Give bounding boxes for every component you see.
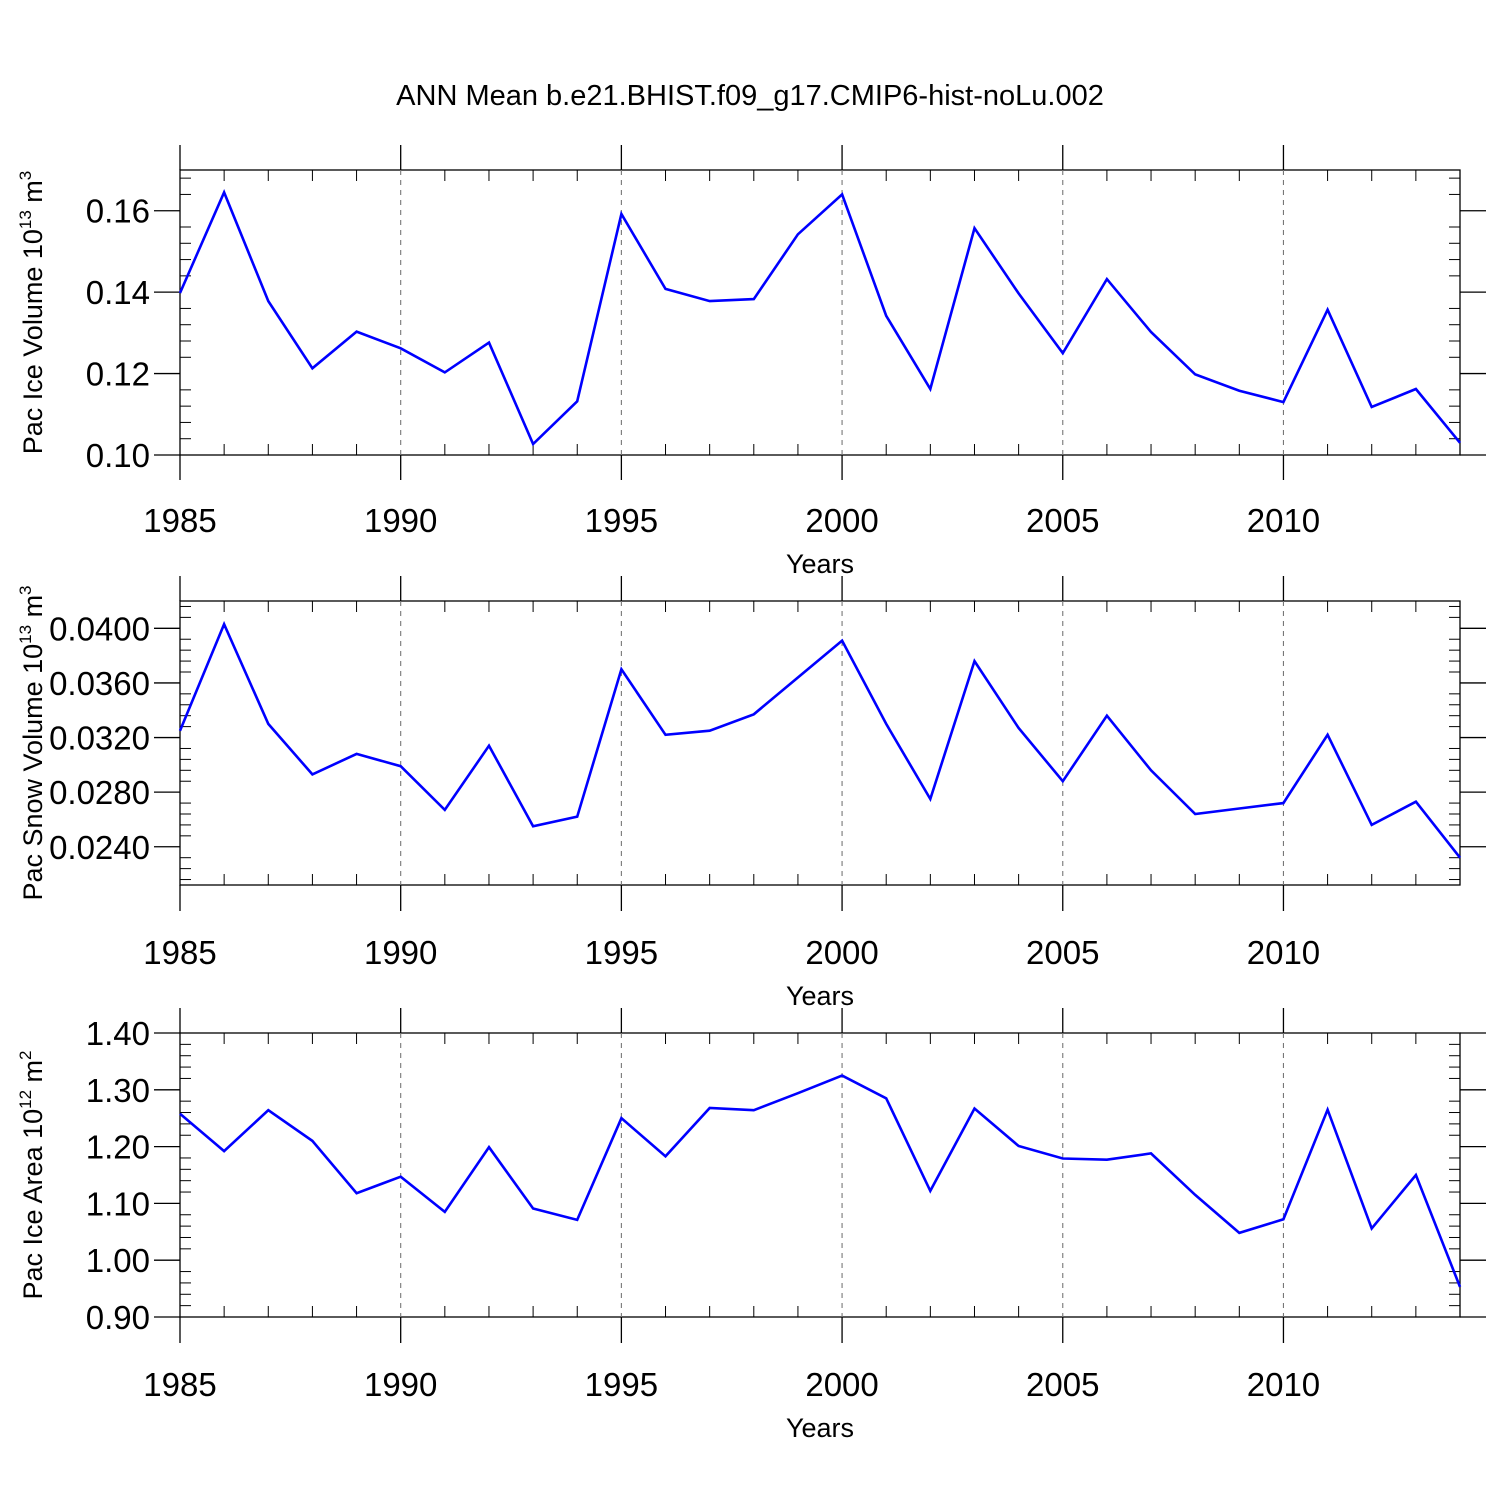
x-tick-label: 1990 — [364, 1366, 437, 1403]
y-axis-title-main: Pac Snow Volume 10 — [18, 644, 48, 901]
x-tick-label: 2000 — [805, 934, 878, 971]
y-axis-title-exponent: 13 — [16, 625, 35, 644]
y-axis-title-exponent: 12 — [16, 1090, 35, 1109]
y-axis-title-unit: m — [18, 595, 48, 625]
chart-title: ANN Mean b.e21.BHIST.f09_g17.CMIP6-hist-… — [396, 80, 1104, 112]
x-axis-title: Years — [786, 549, 854, 579]
x-tick-label: 1995 — [585, 502, 658, 539]
y-axis-title: Pac Ice Volume 1013 m3 — [16, 171, 48, 455]
x-tick-label: 1995 — [585, 1366, 658, 1403]
y-tick-label: 0.10 — [86, 437, 150, 474]
series-line — [179, 1074, 1462, 1288]
panel-3: 1985 1990 1995 2000 2005 2010 Years 0.90 1.00 1.1… — [16, 1008, 1486, 1443]
y-tick-label: 0.0400 — [49, 610, 150, 647]
x-tick-label: 2000 — [805, 502, 878, 539]
plot-frame — [179, 169, 1461, 456]
y-tick-label: 1.30 — [86, 1072, 150, 1109]
x-tick-label: 2000 — [805, 1366, 878, 1403]
y-tick-label: 0.16 — [86, 193, 150, 230]
y-axis-title-unit: m — [18, 1060, 48, 1090]
y-axis-title-main: Pac Ice Area 10 — [18, 1109, 48, 1300]
y-axis-title-unit-exponent: 2 — [16, 1050, 35, 1059]
y-tick-label: 0.0320 — [49, 720, 150, 757]
y-axis-title-unit-exponent: 3 — [16, 585, 35, 594]
y-tick-label: 0.14 — [86, 274, 150, 311]
x-tick-label: 2010 — [1247, 934, 1320, 971]
x-tick-label: 2010 — [1247, 1366, 1320, 1403]
plot-frame — [179, 600, 1461, 886]
x-tick-label: 1985 — [143, 502, 216, 539]
y-tick-label: 1.10 — [86, 1185, 150, 1222]
panel-1: 1985 1990 1995 2000 2005 2010 Years 0.10 0.12 0.1… — [16, 145, 1486, 579]
y-tick-label: 1.20 — [86, 1129, 150, 1166]
panel-2: 1985 1990 1995 2000 2005 2010 Years 0.0240 0.028… — [16, 576, 1486, 1011]
y-axis-title-exponent: 13 — [16, 210, 35, 229]
x-axis-title: Years — [786, 981, 854, 1011]
plot-frame — [179, 1032, 1461, 1318]
x-tick-label: 2005 — [1026, 502, 1099, 539]
y-axis-title-main: Pac Ice Volume 10 — [18, 229, 48, 454]
x-tick-label: 1990 — [364, 934, 437, 971]
y-tick-label: 0.0280 — [49, 774, 150, 811]
y-axis-title: Pac Snow Volume 1013 m3 — [16, 585, 48, 900]
panels: 1985 1990 1995 2000 2005 2010 Years 0.10 0.12 0.1… — [16, 145, 1486, 1443]
y-axis-title-unit-exponent: 3 — [16, 171, 35, 180]
x-tick-label: 1985 — [143, 1366, 216, 1403]
series-line — [178, 620, 1462, 859]
y-tick-label: 0.12 — [86, 356, 150, 393]
x-axis-title: Years — [786, 1413, 854, 1443]
y-tick-label: 1.40 — [86, 1015, 150, 1052]
x-tick-label: 2005 — [1026, 934, 1099, 971]
y-axis-title-unit: m — [18, 180, 48, 210]
y-tick-label: 0.0360 — [49, 665, 150, 702]
x-tick-label: 2005 — [1026, 1366, 1099, 1403]
y-tick-label: 0.0240 — [49, 829, 150, 866]
y-tick-label: 1.00 — [86, 1242, 150, 1279]
x-tick-label: 2010 — [1247, 502, 1320, 539]
y-tick-label: 0.90 — [86, 1299, 150, 1336]
series-line — [178, 189, 1462, 447]
x-tick-label: 1990 — [364, 502, 437, 539]
x-tick-label: 1995 — [585, 934, 658, 971]
x-tick-label: 1985 — [143, 934, 216, 971]
y-axis-title: Pac Ice Area 1012 m2 — [16, 1050, 48, 1299]
